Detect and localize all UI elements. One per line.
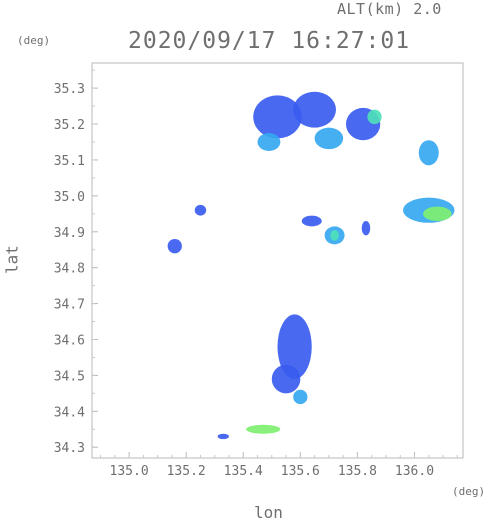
y-axis-label: lat [2, 245, 22, 274]
y-axis: 34.3 34.4 34.5 34.6 34.7 34.8 34.9 35.0 35.1 35.2… [54, 69, 98, 456]
x-tick-label: 135.0 [110, 464, 149, 479]
y-tick-label: 34.3 [54, 441, 85, 456]
x-tick-label: 135.6 [281, 464, 320, 479]
chart-title: 2020/09/17 16:27:01 [128, 28, 411, 54]
y-tick-label: 34.4 [54, 405, 85, 420]
y-tick-label: 35.1 [54, 154, 85, 169]
plot-frame [91, 62, 464, 459]
y-tick-label: 35.3 [54, 82, 85, 97]
y-tick-label: 34.6 [54, 334, 85, 349]
radar-echo-layer [167, 91, 455, 440]
echo-cell-19 [217, 433, 229, 440]
x-axis: 135.0 135.2 135.4 135.6 135.8 136.0 [100, 452, 458, 479]
y-tick-label: 34.7 [54, 298, 85, 313]
echo-cell-5 [314, 127, 344, 150]
x-axis-unit: (deg) [452, 485, 486, 498]
echo-cell-18 [246, 424, 281, 434]
y-tick-label: 35.0 [54, 190, 85, 205]
echo-cell-8 [423, 206, 452, 221]
x-tick-label: 135.8 [338, 464, 377, 479]
echo-cell-6 [418, 140, 439, 166]
echo-cell-15 [277, 314, 312, 379]
echo-cell-17 [293, 389, 308, 405]
y-tick-label: 35.2 [54, 118, 85, 133]
echo-cell-16 [271, 364, 301, 394]
x-tick-label: 135.2 [167, 464, 206, 479]
echo-cell-4 [257, 133, 281, 151]
x-tick-label: 136.0 [395, 464, 434, 479]
echo-cell-12 [361, 221, 371, 236]
echo-cell-9 [301, 215, 322, 227]
echo-cell-3 [367, 109, 382, 125]
y-tick-label: 34.8 [54, 262, 85, 277]
x-tick-label: 135.4 [224, 464, 263, 479]
echo-cell-14 [194, 204, 207, 216]
echo-cell-11 [330, 229, 339, 241]
echo-cell-0 [253, 95, 302, 139]
y-tick-label: 34.9 [54, 226, 85, 241]
x-axis-label: lon [254, 503, 283, 522]
echo-cell-1 [293, 91, 337, 128]
altitude-label: ALT(km) 2.0 [337, 0, 442, 18]
y-axis-unit: (deg) [17, 34, 51, 47]
echo-cell-13 [167, 238, 182, 254]
y-tick-label: 34.5 [54, 369, 85, 384]
